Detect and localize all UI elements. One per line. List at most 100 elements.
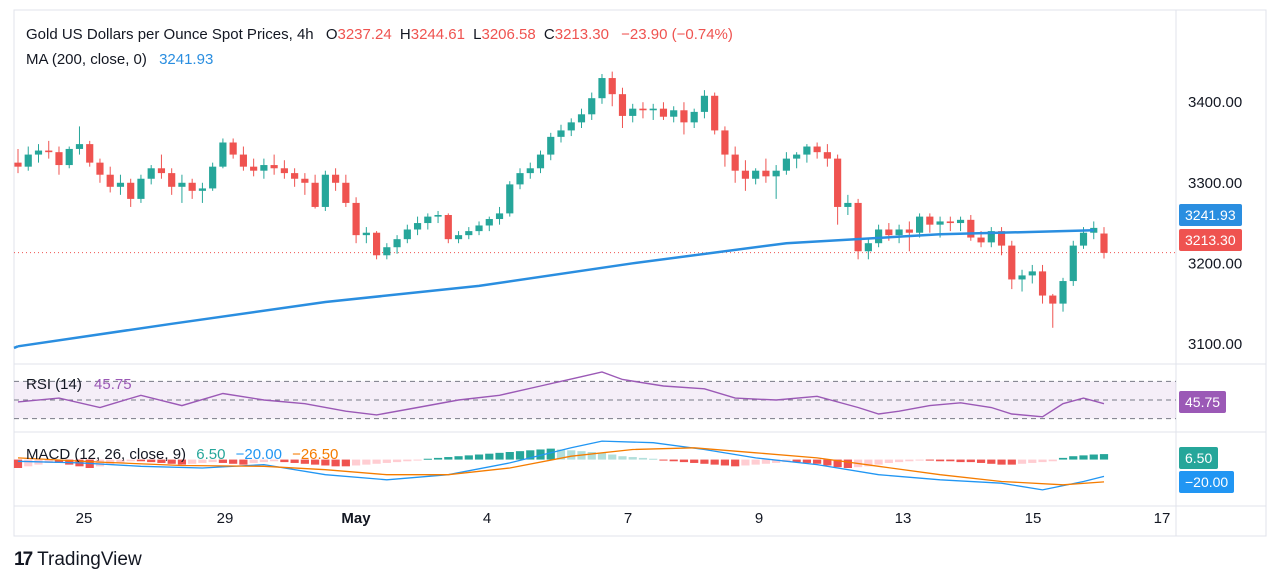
candle-body: [1018, 275, 1026, 280]
macd-legend[interactable]: MACD (12, 26, close, 9) 6.50 −20.00 −26.…: [26, 446, 338, 463]
candle-body: [700, 95, 709, 112]
candle-body: [178, 182, 186, 187]
macd-histogram-bar: [546, 448, 555, 460]
macd-histogram-bar: [628, 457, 637, 460]
macd-histogram-bar: [177, 459, 187, 465]
candle-body: [557, 130, 565, 137]
macd-histogram-bar: [157, 459, 166, 463]
high-label: H: [399, 26, 411, 43]
candle-body: [393, 239, 401, 248]
macd-histogram-bar: [700, 459, 709, 464]
candle-body: [762, 170, 770, 177]
macd-histogram-bar: [813, 459, 822, 464]
candle-body: [629, 108, 637, 116]
candle-body: [834, 158, 842, 207]
close-value: 3213.30: [554, 26, 609, 43]
candle-body: [577, 114, 586, 123]
candle-body: [24, 154, 32, 167]
macd-histogram-bar: [54, 459, 64, 463]
change-value: −23.90 (−0.74%): [621, 26, 733, 43]
macd-histogram-bar: [772, 459, 781, 463]
macd-histogram-bar: [1069, 456, 1078, 460]
macd-histogram-bar: [802, 459, 811, 463]
rsi-value: 45.75: [94, 376, 132, 393]
macd-histogram-bar: [679, 459, 689, 463]
candle-body: [372, 232, 381, 256]
macd-hist-badge: 6.50: [1179, 447, 1219, 469]
candle-body: [823, 152, 831, 159]
macd-histogram-bar: [249, 459, 258, 463]
time-tick-label: 9: [755, 510, 763, 527]
candle-body: [495, 213, 504, 220]
candle-body: [506, 184, 514, 214]
macd-histogram-bar: [505, 452, 514, 460]
macd-histogram-bar: [710, 459, 719, 465]
macd-histogram-bar: [116, 459, 125, 463]
price-tick-label: 3200.00: [1188, 255, 1242, 272]
macd-histogram-bar: [587, 452, 596, 460]
candle-body: [96, 162, 104, 175]
macd-histogram-bar: [454, 456, 463, 460]
candle-body: [301, 178, 309, 183]
macd-histogram-bar: [290, 459, 299, 463]
time-tick-label: 17: [1154, 510, 1171, 527]
macd-histogram-bar: [95, 459, 105, 467]
candle-body: [567, 122, 575, 131]
macd-hist-value: 6.50: [196, 446, 226, 463]
candle-body: [926, 216, 934, 225]
rsi-legend[interactable]: RSI (14) 45.75: [26, 376, 132, 393]
macd-histogram-bar: [198, 459, 207, 463]
symbol-title[interactable]: Gold US Dollars per Ounce Spot Prices, 4…: [26, 26, 314, 43]
macd-histogram-bar: [1028, 459, 1037, 463]
candle-body: [311, 182, 319, 207]
low-label: L: [473, 26, 482, 43]
macd-histogram-bar: [413, 459, 422, 461]
macd-histogram-bar: [300, 459, 309, 464]
macd-histogram-bar: [433, 457, 443, 460]
macd-histogram-bar: [1099, 454, 1109, 460]
time-tick-label: May: [341, 510, 371, 527]
candle-body: [813, 146, 821, 153]
macd-histogram-bar: [761, 459, 771, 464]
macd-histogram-bar: [884, 459, 893, 463]
candle-body: [956, 219, 965, 224]
candle-body: [413, 223, 422, 230]
low-value: 3206.58: [481, 26, 536, 43]
candle-body: [1069, 245, 1077, 282]
candle-body: [844, 202, 852, 207]
macd-histogram-bar: [864, 459, 873, 467]
candle-body: [14, 162, 22, 167]
macd-histogram-bar: [44, 459, 53, 463]
candle-body: [731, 154, 739, 171]
macd-histogram-bar: [13, 459, 23, 468]
candle-body: [752, 170, 760, 179]
candle-body: [1100, 233, 1108, 253]
candle-body: [65, 148, 73, 166]
macd-histogram-bar: [720, 459, 730, 466]
candle-body: [116, 182, 125, 187]
macd-histogram-bar: [536, 449, 545, 460]
chart-frame: [13, 9, 1267, 537]
macd-histogram-bar: [741, 459, 750, 466]
candle-body: [772, 170, 780, 177]
tradingview-logo[interactable]: 17 TradingView: [14, 549, 142, 571]
macd-histogram-bar: [372, 459, 381, 464]
rsi-label: RSI (14): [26, 376, 82, 393]
macd-histogram-bar: [423, 458, 432, 460]
macd-histogram-bar: [935, 459, 945, 462]
candle-body: [711, 95, 719, 131]
macd-histogram-bar: [136, 459, 146, 462]
candle-body: [75, 144, 84, 149]
candle-body: [721, 130, 729, 155]
candle-body: [157, 168, 166, 174]
candle-body: [1059, 281, 1067, 304]
macd-line-value: −20.00: [235, 446, 282, 463]
candle-body: [106, 174, 114, 187]
candle-body: [895, 229, 903, 236]
macd-histogram-bar: [649, 458, 658, 460]
macd-histogram-bar: [976, 459, 986, 463]
candle-body: [649, 108, 657, 111]
ma-legend[interactable]: MA (200, close, 0) 3241.93: [26, 51, 213, 68]
macd-histogram-bar: [905, 459, 914, 462]
